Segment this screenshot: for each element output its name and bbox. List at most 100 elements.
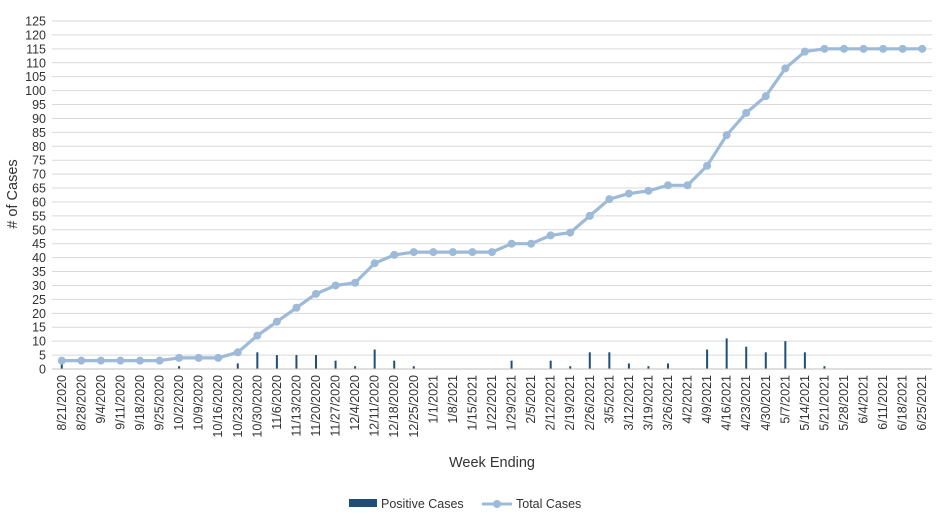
total-cases-point [527,239,536,248]
total-cases-point [566,228,575,237]
total-cases-point [820,44,829,53]
total-cases-point [155,356,164,365]
positive-cases-bar [608,352,611,369]
y-tick-label: 10 [32,335,46,349]
x-tick-label: 10/30/2020 [250,375,264,438]
x-tick-label: 10/16/2020 [211,375,225,438]
positive-cases-bar [725,338,728,369]
y-tick-label: 80 [32,140,46,154]
y-tick-label: 105 [25,70,46,84]
x-tick-label: 9/18/2020 [133,375,147,431]
x-tick-label: 3/12/2021 [622,375,636,431]
positive-cases-bar [256,352,259,369]
positive-cases-bars [60,338,826,369]
y-tick-label: 40 [32,251,46,265]
total-cases-point [136,356,144,365]
total-cases-point [292,303,301,312]
y-tick-label: 55 [32,209,46,223]
total-cases-line [57,44,927,365]
x-axis-title: Week Ending [449,455,535,471]
total-cases-point [742,108,751,117]
total-cases-point [272,317,281,326]
total-cases-point [624,189,633,198]
positive-cases-bar [334,360,337,369]
y-tick-label: 110 [26,56,46,70]
x-tick-label: 6/11/2021 [876,375,890,430]
total-cases-point [918,44,927,53]
y-tick-label: 115 [26,42,46,56]
x-tick-label: 1/1/2021 [426,375,440,424]
y-tick-label: 20 [32,307,46,321]
total-cases-line-path [61,47,923,363]
x-tick-label: 10/2/2020 [172,375,186,431]
positive-cases-bar [667,363,669,369]
x-tick-label: 5/28/2021 [837,375,851,431]
x-tick-label: 12/18/2020 [387,375,401,438]
x-tick-label: 1/29/2021 [505,375,519,431]
x-tick-label: 9/11/2020 [113,375,127,430]
total-cases-point [546,231,555,240]
gridlines [52,20,932,356]
x-tick-label: 1/8/2021 [446,375,460,424]
total-cases-point [507,239,516,248]
positive-cases-bar [745,346,748,369]
legend: Positive Cases Total Cases [349,497,581,511]
legend-swatch-positive-cases [349,499,377,507]
y-tick-label: 95 [32,98,46,112]
total-cases-point [703,161,712,170]
total-cases-point [214,353,223,362]
y-tick-label: 5 [39,349,46,363]
y-tick-label: 60 [32,195,46,209]
positive-cases-bar [627,363,630,369]
total-cases-point [312,289,320,298]
total-cases-point [429,248,438,257]
total-cases-point [664,181,672,190]
x-axis-ticks: 8/21/2020 8/28/2020 9/4/2020 9/11/2020 9/18/… [55,375,929,438]
total-cases-point [605,195,614,204]
y-tick-label: 0 [39,363,46,377]
x-tick-label: 12/25/2020 [407,375,421,438]
total-cases-point [331,281,340,290]
x-tick-label: 3/5/2021 [602,375,616,424]
y-tick-label: 85 [32,126,46,140]
x-tick-label: 6/25/2021 [915,375,929,431]
total-cases-point [370,259,379,268]
positive-cases-bar [393,360,396,369]
total-cases-point [175,353,184,362]
y-axis-title: # of Cases [5,159,21,228]
total-cases-point [448,248,457,257]
x-tick-label: 8/28/2020 [74,375,88,431]
y-tick-label: 25 [32,293,46,307]
x-tick-label: 2/12/2021 [544,375,558,431]
total-cases-point [390,250,399,259]
y-tick-label: 125 [25,15,46,29]
positive-cases-bar [295,355,298,369]
total-cases-point [116,356,125,365]
positive-cases-bar [236,363,239,369]
x-tick-label: 4/2/2021 [681,375,695,424]
total-cases-point [351,278,360,287]
y-tick-label: 100 [25,84,46,98]
y-tick-label: 30 [32,279,46,293]
positive-cases-bar [373,349,376,369]
legend-swatch-total-cases-marker [493,500,501,508]
x-tick-label: 2/19/2021 [563,375,577,431]
x-tick-label: 5/14/2021 [798,375,812,431]
x-tick-label: 4/9/2021 [700,375,714,424]
x-tick-label: 6/18/2021 [896,375,910,431]
x-tick-label: 9/25/2020 [153,375,167,431]
x-tick-label: 11/6/2020 [270,375,284,430]
x-tick-label: 12/11/2020 [368,375,382,437]
total-cases-point [233,348,242,357]
total-cases-point [840,44,848,53]
x-tick-label: 4/16/2021 [720,375,734,431]
y-tick-label: 75 [32,154,46,168]
total-cases-point [722,131,731,140]
total-cases-point [683,181,692,190]
total-cases-point [253,331,262,340]
positive-cases-bar [315,355,317,369]
positive-cases-bar [60,360,63,369]
x-tick-label: 12/4/2020 [348,375,362,431]
total-cases-point [898,44,907,53]
